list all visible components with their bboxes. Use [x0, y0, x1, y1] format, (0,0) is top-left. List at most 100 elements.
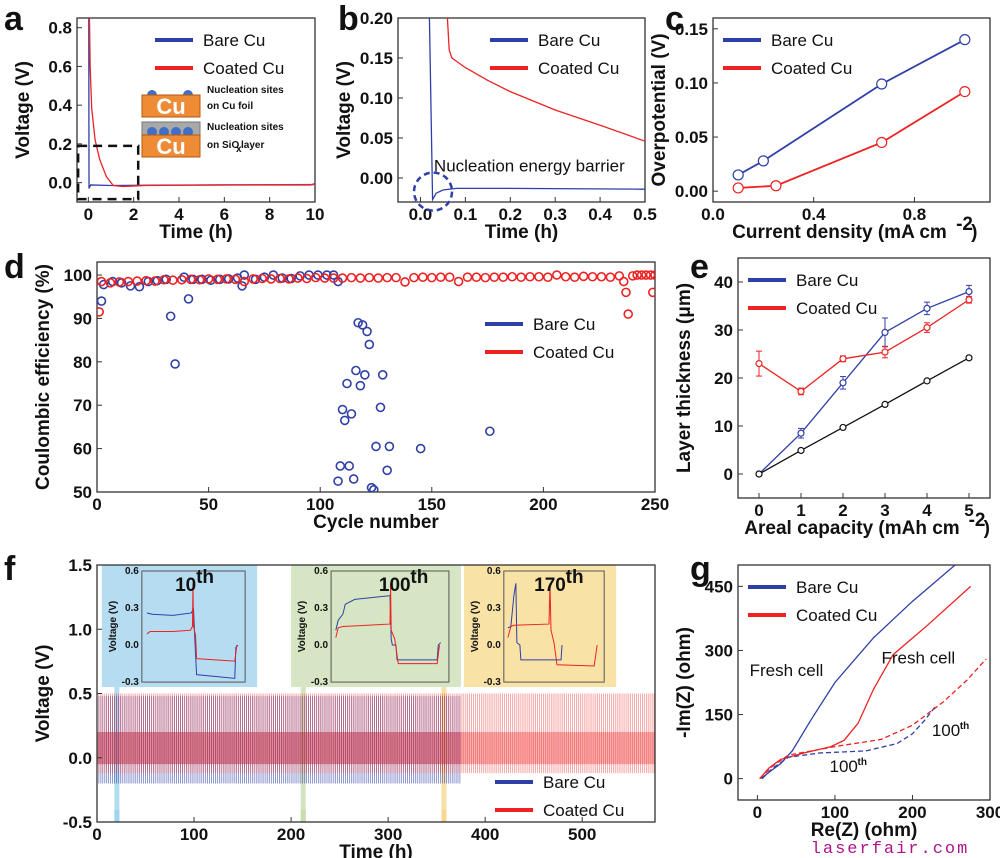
inset-cycle-label-sup: th: [196, 567, 214, 588]
coated-series-point: [632, 270, 642, 280]
coated-series-point: [636, 270, 647, 280]
coated-series-marker: [876, 136, 888, 149]
coated-series-marker: [770, 180, 782, 192]
y-axis-label: Coulombic efficiency (%): [33, 264, 54, 490]
inset-ytick-label: 0.0: [314, 640, 328, 651]
coated-series-point: [453, 276, 464, 287]
y-axis-label: Layer thickness (μm): [674, 283, 695, 473]
coated-series-marker: [959, 85, 971, 98]
coated-series-point: [641, 270, 651, 280]
coated-series-point: [623, 309, 634, 319]
y-tick-label: 10: [714, 417, 733, 436]
watermark: laserfair.com: [811, 840, 970, 858]
bare-series-point: [342, 378, 352, 389]
x-tick-label: 100: [306, 495, 334, 514]
inset-ylabel: Voltage (V): [470, 601, 481, 652]
legend-entry: Bare Cu: [538, 31, 600, 50]
y-tick-label: 90: [73, 309, 92, 328]
coated-series-point: [551, 270, 562, 280]
inset-bare-curve: [146, 607, 239, 679]
x-tick-label: 3: [880, 501, 889, 520]
coated-series-point: [525, 271, 535, 282]
y-tick-label: 0.4: [48, 96, 72, 115]
bare-series-point: [362, 326, 372, 337]
coated-series-point: [471, 272, 482, 282]
bare-series-point: [183, 294, 194, 304]
curve-annotation-sup: th: [960, 721, 969, 732]
curve-annotation: 100: [932, 721, 960, 740]
x-axis-label: Time (h): [339, 842, 413, 858]
x-tick-label: 4: [174, 205, 184, 224]
inset-ylabel: Voltage (V): [108, 601, 119, 652]
inset-ytick-label: 0.6: [487, 566, 501, 577]
y-tick-label: 0.0: [68, 749, 92, 768]
theory-series-marker: [923, 377, 931, 385]
coated-series-point: [400, 277, 410, 287]
coated-series-point: [239, 276, 250, 287]
inset-ytick-label: 0.0: [125, 640, 139, 651]
coated-series-point: [621, 287, 631, 298]
highlight-band: [441, 687, 447, 822]
coated-series-point: [373, 273, 384, 283]
inset-cycle-label: 170: [534, 575, 566, 596]
coated-series-point: [578, 271, 589, 282]
curve-annotation: Fresh cell: [881, 648, 955, 667]
coated-series-point: [132, 276, 142, 286]
x-tick-label: 6: [220, 205, 229, 224]
coated-series-line: [759, 658, 987, 780]
coated-series-point: [498, 272, 509, 282]
x-tick-label: 0: [84, 205, 93, 224]
legend-entry: Coated Cu: [203, 59, 284, 78]
bare-series-point: [360, 370, 370, 380]
bare-series-line: [88, 18, 315, 189]
inset-10: 0.6 0.3 0.0 -0.3 Voltage (V) 10 th: [101, 565, 258, 688]
cycling-band-coated: [97, 732, 655, 765]
coated-series-marker: [881, 348, 889, 356]
bare-series-point: [333, 476, 343, 486]
x-tick-label: 100: [180, 825, 208, 844]
coated-series-point: [97, 276, 107, 287]
coated-series-point: [426, 272, 437, 283]
coated-series-point: [105, 278, 116, 288]
bare-series-point: [134, 281, 145, 292]
coated-series-point: [284, 274, 294, 284]
x-tick-label: 200: [898, 803, 926, 822]
coated-series-point: [257, 273, 267, 284]
inset-ytick-label: -0.3: [484, 677, 502, 688]
panel-label: g: [690, 550, 711, 588]
x-tick-label: 2: [838, 501, 847, 520]
x-axis-label-sup: -2: [969, 510, 986, 531]
coated-series-point: [337, 273, 348, 283]
coated-series-point: [185, 274, 196, 285]
y-tick-label: 0.0: [48, 174, 72, 193]
panel-a: a 0 2 4 6 8 10 0.0 0.2 0.4 0.6 0.8 Time (h) Voltage (…: [4, 0, 324, 243]
x-tick-label: 1: [796, 501, 805, 520]
bare-series-marker: [839, 379, 847, 387]
coated-series-line: [759, 585, 972, 780]
inset-ylabel: Voltage (V): [297, 601, 308, 652]
panel-label: b: [338, 0, 359, 38]
bare-series-point: [368, 485, 379, 492]
theory-series-marker: [965, 354, 973, 362]
theory-series-marker: [881, 400, 889, 408]
inset-background: [291, 565, 461, 688]
bare-series-point: [382, 465, 392, 476]
x-tick-label: 0.8: [903, 205, 927, 224]
coated-series-line: [758, 299, 970, 393]
panel-label: c: [665, 0, 684, 38]
y-tick-label: 60: [73, 440, 92, 459]
coated-series-point: [302, 273, 312, 284]
inset-ytick-label: -0.3: [311, 677, 329, 688]
coated-series-point: [627, 271, 638, 281]
x-tick-label: 10: [306, 205, 325, 224]
inset-cycle-label-sup: th: [566, 567, 584, 588]
bare-series-point: [351, 365, 361, 376]
coated-series-point: [507, 271, 517, 282]
coated-series-point: [275, 273, 285, 284]
nucleation-barrier-annotation: Nucleation energy barrier: [434, 157, 625, 176]
inset-ytick-label: 0.0: [487, 640, 501, 651]
bare-series-point: [377, 370, 388, 380]
legend-entry: Coated Cu: [538, 59, 619, 78]
x-tick-label: 0.4: [588, 205, 612, 224]
y-tick-label: 450: [705, 577, 733, 596]
